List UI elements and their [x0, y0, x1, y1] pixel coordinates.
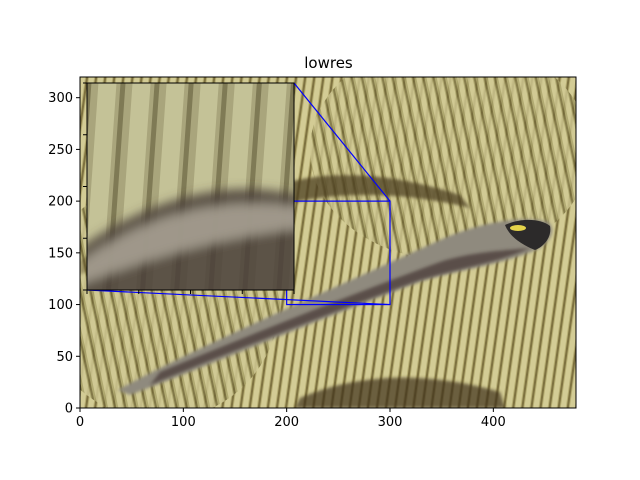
x-tick-label: 0	[76, 415, 84, 430]
x-tick-label: 100	[171, 415, 196, 430]
inset-zoom-axes	[87, 83, 294, 290]
chart-title: lowres	[304, 54, 353, 72]
axes-ticks: 0 100 200 300 400 0 50 100 150 200 250 300	[48, 91, 506, 430]
x-tick-label: 400	[481, 415, 506, 430]
inset-ticks	[83, 82, 295, 294]
y-tick-label: 150	[48, 246, 73, 261]
zoom-connector-line	[86, 289, 391, 306]
y-tick-label: 250	[48, 143, 73, 158]
y-tick-label: 100	[48, 298, 73, 313]
x-tick-label: 300	[378, 415, 403, 430]
y-tick-label: 50	[56, 350, 73, 365]
main-axes-frame	[79, 76, 577, 409]
fish-subject	[118, 219, 553, 395]
y-tick-label: 200	[48, 195, 73, 210]
y-tick-label: 300	[48, 91, 73, 106]
y-tick-label: 0	[65, 402, 73, 417]
x-tick-label: 200	[274, 415, 299, 430]
zoom-connector-line	[293, 82, 391, 202]
main-image	[80, 77, 576, 408]
